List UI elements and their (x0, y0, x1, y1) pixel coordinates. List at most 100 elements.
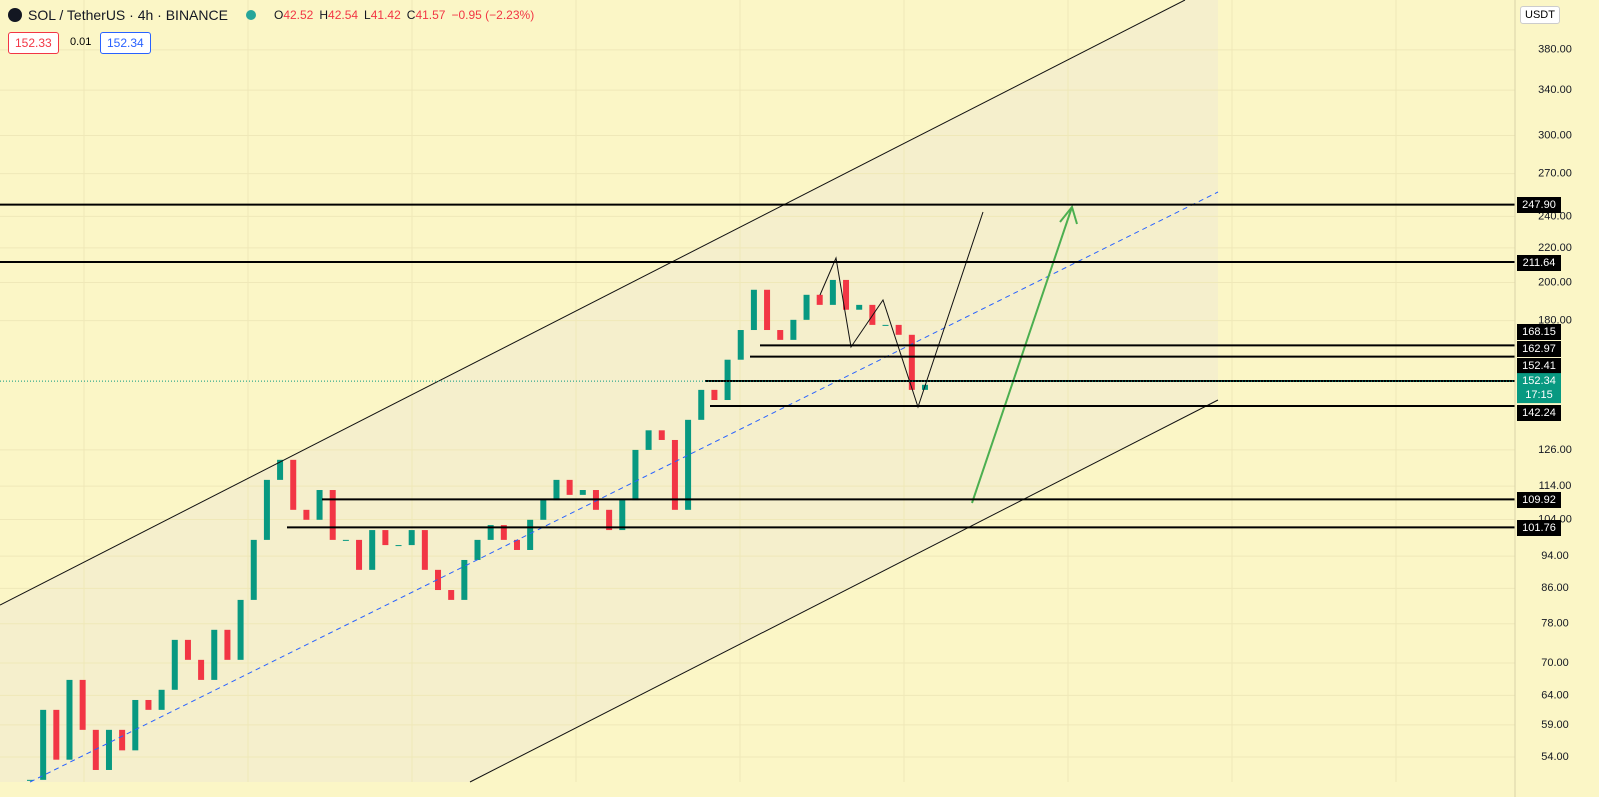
candle (856, 304, 863, 310)
candle (105, 729, 112, 770)
y-tick-label: 86.00 (1541, 582, 1569, 594)
y-tick-label: 70.00 (1541, 657, 1569, 669)
level-label: 168.15 (1522, 326, 1556, 338)
candle (66, 679, 73, 760)
candle (500, 525, 507, 540)
y-tick-label: 380.00 (1538, 44, 1572, 56)
y-tick-label: 54.00 (1541, 751, 1569, 763)
candle (606, 509, 613, 531)
last-price-label: 152.34 (1522, 375, 1556, 387)
ohlc-item: C41.57 (407, 8, 446, 22)
y-tick-label: 94.00 (1541, 550, 1569, 562)
candle (171, 639, 178, 690)
y-tick-label: 59.00 (1541, 719, 1569, 731)
candle (566, 479, 573, 495)
level-tag (1517, 324, 1561, 340)
channel-lower (469, 399, 1219, 783)
candle (698, 389, 705, 420)
candle (711, 389, 718, 401)
candle (198, 659, 205, 680)
candle (303, 509, 310, 520)
y-tick-label: 200.00 (1538, 276, 1572, 288)
ohlc-item: H42.54 (319, 8, 358, 22)
level-label: 162.97 (1522, 343, 1556, 355)
candle (27, 779, 33, 781)
candle (158, 689, 165, 710)
candle (829, 279, 836, 305)
candle (382, 530, 389, 546)
zigzag-projection (819, 211, 984, 409)
ohlc: O42.52 H42.54 L41.42 C41.57 (274, 8, 446, 22)
candle (356, 539, 363, 570)
candle (487, 525, 494, 540)
y-tick-label: 78.00 (1541, 618, 1569, 630)
candle (250, 539, 257, 600)
y-tick-label: 64.00 (1541, 689, 1569, 701)
level-tag (1517, 358, 1561, 374)
candle (908, 334, 915, 390)
currency-selector[interactable]: USDT (1520, 6, 1560, 24)
candle (803, 294, 810, 320)
ohlc-key: C (406, 8, 416, 22)
candle (263, 479, 270, 540)
candle (579, 490, 586, 495)
candle (737, 330, 744, 360)
candle (619, 500, 626, 531)
candle (461, 559, 468, 600)
candle (816, 294, 823, 305)
candle (40, 709, 47, 780)
candle (474, 539, 481, 560)
candle (290, 459, 297, 510)
y-tick-label: 220.00 (1538, 242, 1572, 254)
axis-labels: 380.00 340.00 300.00 270.00 240.00 220.00 200.… (1517, 44, 1572, 763)
candle (882, 324, 889, 326)
level-label: 152.41 (1522, 360, 1556, 372)
candle (632, 449, 639, 501)
y-tick-label: 180.00 (1538, 315, 1572, 327)
candle (342, 539, 349, 541)
candle (764, 289, 771, 331)
level-tag (1517, 492, 1561, 508)
ohlc-value: 41.42 (370, 8, 401, 22)
logo (8, 8, 22, 22)
candle (895, 324, 902, 335)
y-tick-label: 270.00 (1538, 168, 1572, 180)
spread: 0.01 (70, 36, 92, 48)
levels (0, 203, 1515, 529)
countdown: 17:15 (1525, 389, 1553, 401)
candle (184, 639, 191, 660)
ohlc-key: O (273, 8, 284, 22)
candle (92, 729, 99, 770)
buy-button[interactable]: 152.34 (100, 32, 151, 54)
channel-fill (0, 0, 1218, 782)
last-price-tag (1517, 373, 1561, 404)
candle (724, 359, 731, 401)
candle (408, 530, 415, 546)
candle (277, 459, 284, 480)
candle (369, 530, 376, 570)
channel-upper (0, 0, 1186, 606)
level-tag (1517, 341, 1561, 357)
y-tick-label: 126.00 (1538, 444, 1572, 456)
candle (316, 490, 323, 520)
y-tick-label: 300.00 (1538, 129, 1572, 141)
ohlc-value: 42.54 (328, 8, 359, 22)
ohlc-value: 42.52 (283, 8, 314, 22)
level-label: 211.64 (1523, 257, 1556, 269)
candle (658, 430, 665, 440)
candle (395, 545, 402, 547)
sell-button[interactable]: 152.33 (8, 32, 59, 54)
y-tick-label: 240.00 (1538, 210, 1572, 222)
candle (790, 319, 797, 340)
level-tag (1517, 520, 1561, 536)
candle (843, 279, 850, 310)
level-label: 101.76 (1522, 522, 1556, 534)
level-tag (1517, 197, 1561, 213)
level-tag (1517, 405, 1561, 421)
candle (53, 709, 60, 760)
candle (237, 599, 244, 660)
candle (435, 569, 442, 591)
candle (645, 430, 652, 450)
ohlc-value: 41.57 (415, 8, 446, 22)
